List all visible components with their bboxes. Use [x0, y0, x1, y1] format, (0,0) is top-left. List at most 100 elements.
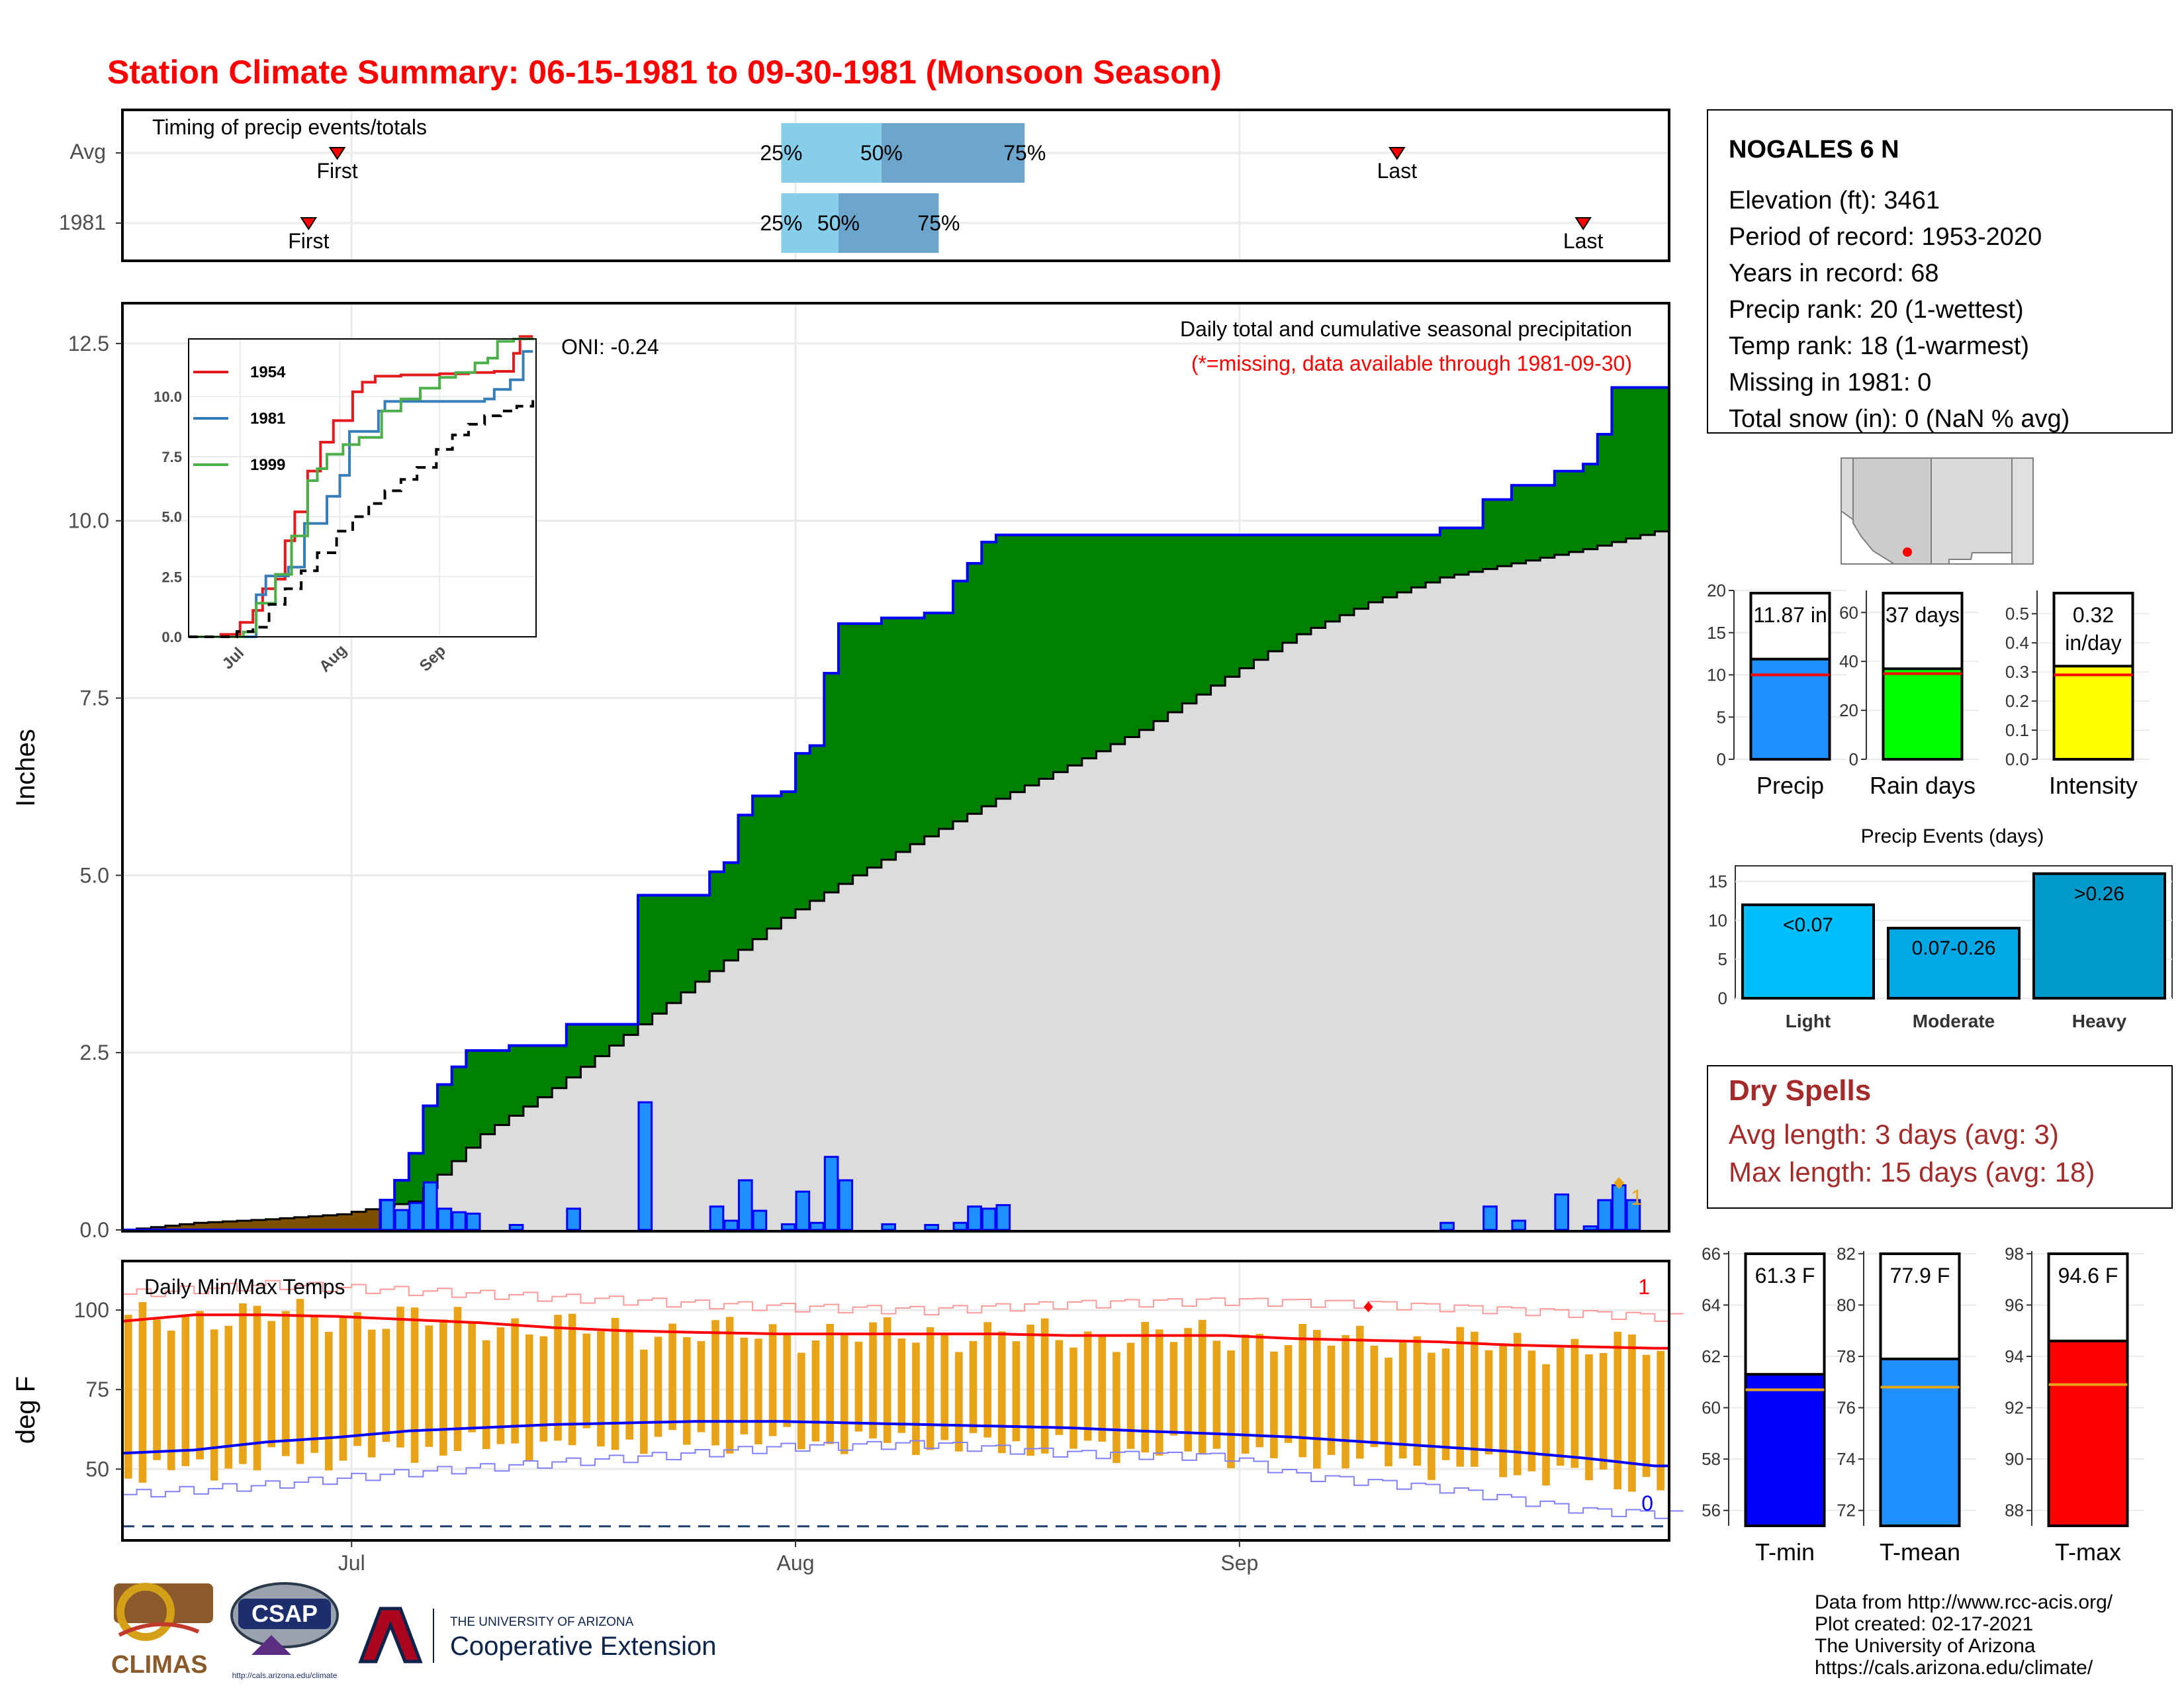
temp-frame: [121, 1260, 1670, 1542]
daily-temp-range-bar: [425, 1325, 433, 1447]
surplus-fill: [852, 624, 868, 876]
daily-temp-range-bar: [1313, 1330, 1321, 1469]
x-tick-label: Aug: [777, 1551, 815, 1575]
precip-y-label: Inches: [11, 729, 40, 807]
small-chart-y-tick-label: 0.1: [2005, 720, 2029, 740]
daily-temp-range-bar: [1398, 1341, 1407, 1459]
daily-temp-range-bar: [468, 1323, 476, 1432]
station-box-frame: [1707, 109, 2173, 434]
surplus-fill: [1154, 535, 1169, 722]
daily-precip-bar: [995, 1204, 1011, 1231]
small-chart-y-tick-label: 60: [1839, 602, 1858, 622]
daily-temp-range-bar: [1227, 1350, 1235, 1468]
precip-missing-count: 1: [1631, 1186, 1643, 1209]
precip-y-axis: 0.0 2.5 5.0 7.5 10.0 12.5: [68, 332, 122, 1242]
surplus-fill: [752, 796, 768, 939]
record-max-line: [122, 1280, 1684, 1322]
daily-temp-range-bar: [153, 1319, 161, 1460]
inset-y-tick-label: 0.0: [161, 629, 182, 645]
surplus-fill: [910, 618, 925, 845]
daily-temp-range-bar: [296, 1299, 304, 1464]
daily-temp-range-bar: [181, 1314, 190, 1466]
surplus-fill: [423, 1105, 438, 1188]
small-chart-label: Precip: [1756, 772, 1824, 799]
precip-events-chart: Precip Events (days) 0 5 10 15 <0.07 Light 0.0…: [1708, 825, 2173, 1031]
timing-q50-label: 50%: [817, 211, 860, 235]
surplus-fill: [895, 618, 911, 853]
credit-line: The University of Arizona: [1815, 1635, 2036, 1657]
surplus-fill: [1068, 535, 1083, 766]
precip-event-bar: [1741, 903, 1875, 1000]
surplus-fill: [437, 1084, 453, 1175]
surplus-fill: [552, 1045, 567, 1088]
daily-temp-range-bar: [940, 1334, 949, 1440]
deficit-fill: [280, 1218, 295, 1230]
ua-logo: THE UNIVERSITY OF ARIZONA Cooperative Ex…: [358, 1607, 716, 1664]
x-tick-label: Sep: [1220, 1551, 1258, 1575]
small-chart-y-tick-label: 0.3: [2005, 662, 2029, 682]
surplus-fill: [1297, 535, 1312, 635]
csap-mountain: [251, 1635, 291, 1655]
daily-temp-range-bar: [1012, 1341, 1021, 1442]
inset-legend-label: 1999: [250, 456, 285, 474]
precip-y-tick-label: 7.5: [80, 686, 109, 710]
precip-y-tick-label: 5.0: [80, 863, 109, 887]
inset-y-tick-label: 7.5: [161, 449, 182, 465]
surplus-fill: [680, 895, 696, 993]
daily-temp-range-bar: [1499, 1343, 1507, 1477]
daily-temp-range-bar: [1542, 1364, 1550, 1485]
timing-q25-label: 25%: [760, 211, 802, 235]
small-chart-y-tick-label: 82: [1837, 1244, 1856, 1264]
observed-cumulative-line: [122, 386, 1669, 1231]
surplus-fill: [766, 796, 782, 929]
small-chart-label: Rain days: [1870, 772, 1976, 799]
surplus-fill: [723, 863, 739, 961]
daily-precip-bar: [838, 1179, 854, 1231]
last-event-label: Last: [1563, 229, 1604, 253]
deficit-fill: [194, 1223, 209, 1230]
precip-y-tick-label: 12.5: [68, 332, 109, 355]
precip-y-tick-label: 0.0: [80, 1218, 109, 1242]
daily-temp-range-bar: [840, 1335, 848, 1454]
daily-precip-bar: [709, 1205, 725, 1231]
small-chart-value-bar: [1879, 1357, 1961, 1528]
precip-event-bar: [1887, 927, 2021, 1000]
daily-temp-range-bar: [811, 1340, 820, 1442]
daily-temp-range-bar: [1370, 1345, 1379, 1448]
surplus-fill: [1583, 464, 1598, 549]
surplus-fill: [1124, 535, 1140, 737]
small-chart-y-tick-label: 60: [1702, 1398, 1721, 1418]
surplus-fill: [1525, 485, 1541, 561]
daily-precip-bar: [394, 1209, 410, 1231]
small-chart-value-label: in/day: [2065, 631, 2121, 655]
last-event-label: Last: [1377, 159, 1418, 183]
surplus-fill: [537, 1045, 553, 1098]
station-line: Temp rank: 18 (1-warmest): [1729, 332, 2029, 360]
daily-temp-range-bar: [1169, 1342, 1178, 1436]
daily-temp-range-bar: [167, 1331, 175, 1470]
surplus-fill: [1511, 485, 1527, 564]
precip-events-plot: 0 5 10 15 <0.07 Light 0.07-0.26 Moderate >0.26 He…: [1708, 865, 2173, 1031]
daily-precip-bar: [1439, 1221, 1455, 1231]
surplus-fill: [1454, 528, 1469, 575]
surplus-fill: [566, 1024, 581, 1078]
daily-temp-range-bar: [983, 1322, 991, 1438]
timing-q50-label: 50%: [860, 141, 903, 165]
timing-q25-label: 25%: [760, 141, 802, 165]
daily-temp-range-bar: [339, 1317, 347, 1461]
surplus-fill: [1311, 535, 1326, 628]
last-event-marker: [1574, 217, 1592, 230]
daily-temp-range-bar: [1241, 1334, 1250, 1454]
daily-temp-range-bar: [826, 1324, 834, 1444]
daily-temp-range-bar: [1298, 1323, 1307, 1458]
surplus-fill: [938, 613, 954, 829]
surplus-fill: [1096, 535, 1111, 751]
surplus-fill: [1411, 535, 1426, 588]
precip-event-category: Moderate: [1913, 1011, 1995, 1031]
daily-precip-bar: [823, 1156, 839, 1231]
daily-temp-range-bar: [324, 1331, 333, 1471]
precip-total-chart: 0 5 10 15 20 11.87 in Precip: [1707, 581, 1846, 799]
surplus-fill: [1253, 535, 1269, 660]
small-chart-value-label: 94.6 F: [2058, 1264, 2118, 1288]
